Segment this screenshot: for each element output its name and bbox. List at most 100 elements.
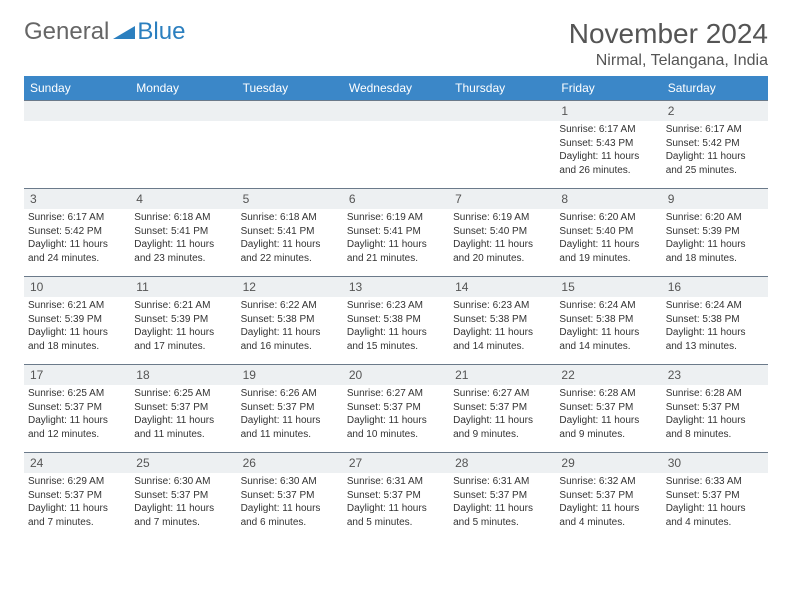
calendar-cell: 21Sunrise: 6:27 AMSunset: 5:37 PMDayligh… <box>449 365 555 453</box>
calendar-cell: 12Sunrise: 6:22 AMSunset: 5:38 PMDayligh… <box>237 277 343 365</box>
calendar-cell: 17Sunrise: 6:25 AMSunset: 5:37 PMDayligh… <box>24 365 130 453</box>
sunrise-text: Sunrise: 6:18 AM <box>241 211 339 225</box>
calendar-cell: 26Sunrise: 6:30 AMSunset: 5:37 PMDayligh… <box>237 453 343 541</box>
daylight-text: Daylight: 11 hours and 9 minutes. <box>559 414 657 441</box>
sunset-text: Sunset: 5:37 PM <box>28 401 126 415</box>
calendar-cell: 15Sunrise: 6:24 AMSunset: 5:38 PMDayligh… <box>555 277 661 365</box>
day-number <box>24 101 130 121</box>
day-content: Sunrise: 6:23 AMSunset: 5:38 PMDaylight:… <box>343 297 449 357</box>
calendar-cell <box>449 101 555 189</box>
weekday-header: Wednesday <box>343 76 449 101</box>
day-number: 7 <box>449 189 555 209</box>
sunset-text: Sunset: 5:37 PM <box>347 489 445 503</box>
calendar-cell <box>343 101 449 189</box>
day-content: Sunrise: 6:31 AMSunset: 5:37 PMDaylight:… <box>449 473 555 533</box>
day-number: 28 <box>449 453 555 473</box>
day-number: 25 <box>130 453 236 473</box>
sunset-text: Sunset: 5:42 PM <box>666 137 764 151</box>
day-content: Sunrise: 6:22 AMSunset: 5:38 PMDaylight:… <box>237 297 343 357</box>
sunset-text: Sunset: 5:37 PM <box>241 489 339 503</box>
daylight-text: Daylight: 11 hours and 15 minutes. <box>347 326 445 353</box>
day-number: 13 <box>343 277 449 297</box>
daylight-text: Daylight: 11 hours and 5 minutes. <box>347 502 445 529</box>
daylight-text: Daylight: 11 hours and 18 minutes. <box>28 326 126 353</box>
weekday-header: Saturday <box>662 76 768 101</box>
sunrise-text: Sunrise: 6:24 AM <box>559 299 657 313</box>
day-number: 6 <box>343 189 449 209</box>
day-number: 3 <box>24 189 130 209</box>
day-content: Sunrise: 6:28 AMSunset: 5:37 PMDaylight:… <box>662 385 768 445</box>
daylight-text: Daylight: 11 hours and 14 minutes. <box>559 326 657 353</box>
day-content: Sunrise: 6:17 AMSunset: 5:42 PMDaylight:… <box>24 209 130 269</box>
day-content: Sunrise: 6:25 AMSunset: 5:37 PMDaylight:… <box>130 385 236 445</box>
daylight-text: Daylight: 11 hours and 23 minutes. <box>134 238 232 265</box>
calendar-cell: 9Sunrise: 6:20 AMSunset: 5:39 PMDaylight… <box>662 189 768 277</box>
sunrise-text: Sunrise: 6:28 AM <box>666 387 764 401</box>
sunrise-text: Sunrise: 6:20 AM <box>666 211 764 225</box>
calendar-cell: 8Sunrise: 6:20 AMSunset: 5:40 PMDaylight… <box>555 189 661 277</box>
calendar-cell: 19Sunrise: 6:26 AMSunset: 5:37 PMDayligh… <box>237 365 343 453</box>
sunset-text: Sunset: 5:38 PM <box>347 313 445 327</box>
month-title: November 2024 <box>569 18 768 50</box>
calendar-cell <box>237 101 343 189</box>
calendar-cell: 29Sunrise: 6:32 AMSunset: 5:37 PMDayligh… <box>555 453 661 541</box>
sunrise-text: Sunrise: 6:22 AM <box>241 299 339 313</box>
sunset-text: Sunset: 5:37 PM <box>134 489 232 503</box>
daylight-text: Daylight: 11 hours and 16 minutes. <box>241 326 339 353</box>
weekday-header-row: Sunday Monday Tuesday Wednesday Thursday… <box>24 76 768 101</box>
day-number: 17 <box>24 365 130 385</box>
day-content: Sunrise: 6:26 AMSunset: 5:37 PMDaylight:… <box>237 385 343 445</box>
sunset-text: Sunset: 5:41 PM <box>134 225 232 239</box>
day-content: Sunrise: 6:27 AMSunset: 5:37 PMDaylight:… <box>343 385 449 445</box>
calendar-cell: 18Sunrise: 6:25 AMSunset: 5:37 PMDayligh… <box>130 365 236 453</box>
daylight-text: Daylight: 11 hours and 11 minutes. <box>134 414 232 441</box>
calendar-row: 17Sunrise: 6:25 AMSunset: 5:37 PMDayligh… <box>24 365 768 453</box>
day-content: Sunrise: 6:19 AMSunset: 5:40 PMDaylight:… <box>449 209 555 269</box>
logo-triangle-icon <box>113 18 135 46</box>
calendar-cell: 20Sunrise: 6:27 AMSunset: 5:37 PMDayligh… <box>343 365 449 453</box>
day-number: 12 <box>237 277 343 297</box>
daylight-text: Daylight: 11 hours and 19 minutes. <box>559 238 657 265</box>
calendar-row: 10Sunrise: 6:21 AMSunset: 5:39 PMDayligh… <box>24 277 768 365</box>
calendar-cell: 25Sunrise: 6:30 AMSunset: 5:37 PMDayligh… <box>130 453 236 541</box>
day-content: Sunrise: 6:20 AMSunset: 5:39 PMDaylight:… <box>662 209 768 269</box>
sunset-text: Sunset: 5:37 PM <box>559 489 657 503</box>
sunrise-text: Sunrise: 6:17 AM <box>666 123 764 137</box>
day-number: 26 <box>237 453 343 473</box>
daylight-text: Daylight: 11 hours and 11 minutes. <box>241 414 339 441</box>
calendar-cell: 24Sunrise: 6:29 AMSunset: 5:37 PMDayligh… <box>24 453 130 541</box>
sunrise-text: Sunrise: 6:25 AM <box>134 387 232 401</box>
day-content: Sunrise: 6:24 AMSunset: 5:38 PMDaylight:… <box>555 297 661 357</box>
calendar-row: 24Sunrise: 6:29 AMSunset: 5:37 PMDayligh… <box>24 453 768 541</box>
daylight-text: Daylight: 11 hours and 7 minutes. <box>28 502 126 529</box>
sunrise-text: Sunrise: 6:31 AM <box>453 475 551 489</box>
sunrise-text: Sunrise: 6:31 AM <box>347 475 445 489</box>
calendar-cell: 6Sunrise: 6:19 AMSunset: 5:41 PMDaylight… <box>343 189 449 277</box>
sunset-text: Sunset: 5:37 PM <box>559 401 657 415</box>
calendar-cell: 2Sunrise: 6:17 AMSunset: 5:42 PMDaylight… <box>662 101 768 189</box>
logo: General Blue <box>24 18 185 46</box>
sunset-text: Sunset: 5:37 PM <box>347 401 445 415</box>
day-content: Sunrise: 6:17 AMSunset: 5:42 PMDaylight:… <box>662 121 768 181</box>
daylight-text: Daylight: 11 hours and 7 minutes. <box>134 502 232 529</box>
sunset-text: Sunset: 5:41 PM <box>241 225 339 239</box>
weekday-header: Sunday <box>24 76 130 101</box>
calendar-cell: 16Sunrise: 6:24 AMSunset: 5:38 PMDayligh… <box>662 277 768 365</box>
daylight-text: Daylight: 11 hours and 14 minutes. <box>453 326 551 353</box>
day-number: 29 <box>555 453 661 473</box>
sunset-text: Sunset: 5:38 PM <box>453 313 551 327</box>
weekday-header: Monday <box>130 76 236 101</box>
sunset-text: Sunset: 5:38 PM <box>559 313 657 327</box>
daylight-text: Daylight: 11 hours and 10 minutes. <box>347 414 445 441</box>
day-number: 21 <box>449 365 555 385</box>
calendar-cell: 30Sunrise: 6:33 AMSunset: 5:37 PMDayligh… <box>662 453 768 541</box>
day-content: Sunrise: 6:24 AMSunset: 5:38 PMDaylight:… <box>662 297 768 357</box>
sunset-text: Sunset: 5:39 PM <box>134 313 232 327</box>
day-number: 24 <box>24 453 130 473</box>
day-number: 4 <box>130 189 236 209</box>
day-number: 10 <box>24 277 130 297</box>
day-number: 9 <box>662 189 768 209</box>
daylight-text: Daylight: 11 hours and 9 minutes. <box>453 414 551 441</box>
calendar-cell: 27Sunrise: 6:31 AMSunset: 5:37 PMDayligh… <box>343 453 449 541</box>
weekday-header: Tuesday <box>237 76 343 101</box>
